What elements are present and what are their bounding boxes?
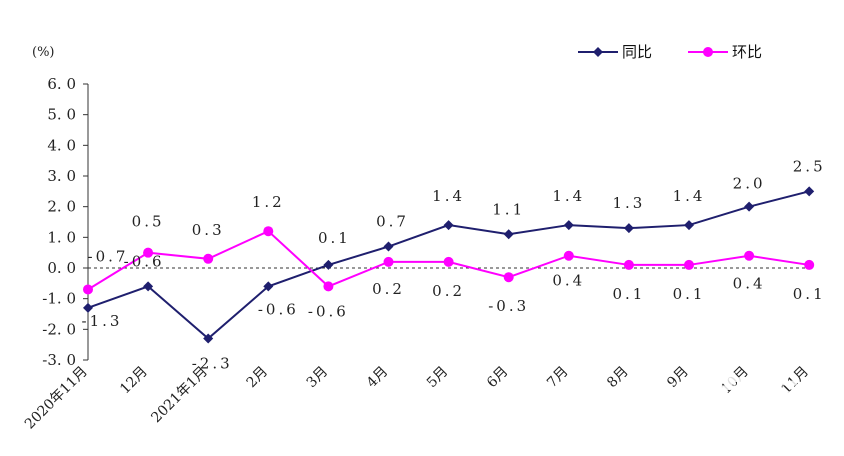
series-1-point xyxy=(623,259,634,270)
data-label-mom: 0.5 xyxy=(132,213,165,231)
series-0-point xyxy=(563,220,574,231)
x-tick-label: 2月 xyxy=(244,364,272,392)
series-0-point xyxy=(383,241,394,252)
y-tick-label: 6. 0 xyxy=(47,75,76,93)
data-label-mom: 0.1 xyxy=(793,285,826,303)
series-1-point xyxy=(563,250,574,261)
data-label-mom: 0.3 xyxy=(192,221,225,239)
series-1-point xyxy=(804,259,815,270)
data-label-yoy: 1.4 xyxy=(673,187,706,205)
series-1-point xyxy=(744,250,755,261)
x-tick-label: 2020年11月 xyxy=(22,364,91,433)
data-label-yoy: 1.4 xyxy=(432,187,465,205)
data-label-yoy: 0.1 xyxy=(318,229,351,247)
series-0-point xyxy=(443,220,454,231)
x-tick-label: 6月 xyxy=(484,364,512,392)
y-tick-label: 1. 0 xyxy=(47,228,76,246)
series-0-point xyxy=(503,229,514,240)
series-1-point xyxy=(443,256,454,267)
series-0-point xyxy=(203,333,214,344)
data-label-yoy: -0.6 xyxy=(124,252,165,270)
data-label-mom: 0.4 xyxy=(733,275,766,293)
data-label-mom: 0.4 xyxy=(552,272,585,290)
data-label-mom: 0.2 xyxy=(432,282,465,300)
data-label-mom: 0.1 xyxy=(673,285,706,303)
series-1-point xyxy=(203,253,214,264)
series-0-point xyxy=(804,186,815,197)
x-tick-label: 7月 xyxy=(544,364,572,392)
y-axis-unit: (%) xyxy=(32,45,55,60)
legend-label-1: 环比 xyxy=(732,43,762,61)
x-tick-label: 4月 xyxy=(364,364,392,392)
legend: 同比 环比 xyxy=(578,43,762,61)
data-label-mom: -0.3 xyxy=(488,297,529,315)
data-label-mom: -0.6 xyxy=(308,302,349,320)
y-tick-label: 0. 0 xyxy=(47,259,76,277)
x-tick-label: 3月 xyxy=(304,364,332,392)
legend-marker-1 xyxy=(703,47,713,57)
series-1-point xyxy=(263,226,274,237)
y-tick-label: -3. 0 xyxy=(42,351,76,369)
data-label-yoy: -0.6 xyxy=(258,300,299,318)
data-labels: -1.3 -0.6 -2.3 -0.6 0.1 0.7 1.4 1.1 1.4 1.3 1.4 2.0… xyxy=(82,157,826,373)
y-tick-label: 3. 0 xyxy=(47,167,76,185)
y-tick-label: 2. 0 xyxy=(47,198,76,216)
series-1-point xyxy=(83,284,93,295)
watermark: 南方+ xyxy=(700,369,831,423)
data-label-yoy: -2.3 xyxy=(192,355,233,373)
y-tick-label: -1. 0 xyxy=(42,290,76,308)
y-tick-label: 5. 0 xyxy=(47,106,76,124)
data-label-mom: 1.2 xyxy=(252,193,285,211)
data-label-mom: 0.2 xyxy=(372,280,405,298)
legend-label-0: 同比 xyxy=(622,43,652,61)
data-label-mom: 0.1 xyxy=(612,285,645,303)
series-0-point xyxy=(143,281,154,292)
y-tick-label: -2. 0 xyxy=(42,320,76,338)
data-label-yoy: 2.0 xyxy=(733,175,766,193)
y-tick-label: 4. 0 xyxy=(47,136,76,154)
series-0-point xyxy=(684,220,694,231)
data-label-yoy: 0.7 xyxy=(376,213,409,231)
data-label-yoy: 2.5 xyxy=(793,157,826,175)
series-group xyxy=(83,186,815,344)
series-1-point xyxy=(383,256,394,267)
series-0-point xyxy=(744,201,755,212)
x-tick-label: 12月 xyxy=(117,364,151,398)
series-1-point xyxy=(323,281,334,292)
series-0-point xyxy=(83,302,93,313)
series-0-point xyxy=(263,281,274,292)
series-1-point xyxy=(503,272,514,283)
x-tick-label: 5月 xyxy=(424,364,452,392)
x-tick-label: 8月 xyxy=(604,364,632,392)
x-tick-label: 9月 xyxy=(664,364,692,392)
series-1-point xyxy=(143,247,154,258)
x-tick-label: 2021年1月 xyxy=(148,364,211,427)
data-label-yoy: -1.3 xyxy=(82,312,123,330)
series-1-point xyxy=(684,259,694,270)
series-0-point xyxy=(623,223,634,234)
series-0-point xyxy=(323,259,334,270)
data-label-yoy: 1.3 xyxy=(612,194,645,212)
legend-marker-0 xyxy=(593,47,603,57)
data-label-yoy: 1.1 xyxy=(492,200,525,218)
data-label-mom: -0.7 xyxy=(88,247,129,265)
data-label-yoy: 1.4 xyxy=(552,187,585,205)
